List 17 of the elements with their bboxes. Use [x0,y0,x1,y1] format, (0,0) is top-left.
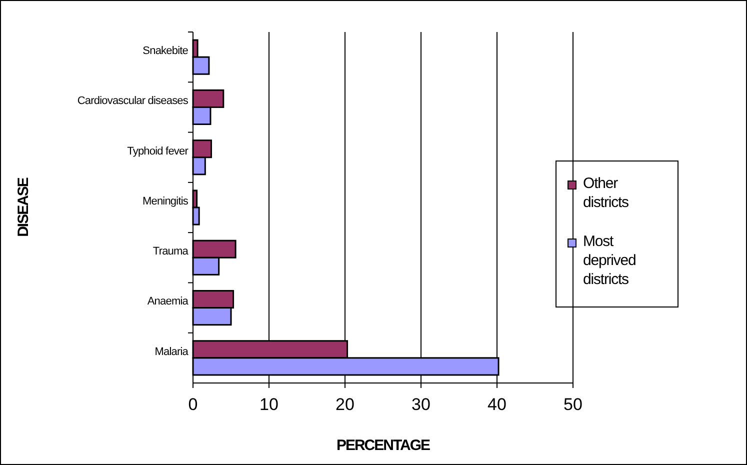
x-tick-label: 50 [564,395,582,414]
y-tick-label: Malaria [154,346,190,358]
x-tick-label: 20 [336,395,354,414]
y-tick-label: Snakebite [142,44,188,57]
y-tick-label: Meningitis [142,195,189,208]
legend-label: Other districts [583,175,629,211]
x-axis-title: PERCENTAGE [336,437,431,454]
y-axis-title: DISEASE [15,177,32,237]
x-tick-label: 10 [260,395,278,414]
legend-label: Most deprived districts [583,233,636,288]
y-tick-label: Typhoid fever [127,145,189,158]
y-tick-label: Trauma [152,246,190,258]
x-tick-label: 0 [188,395,198,414]
y-tick-label: Cardiovascular diseases [77,95,189,108]
y-tick-label: Anaemia [147,296,190,308]
x-tick-label: 30 [412,395,430,414]
x-tick-label: 40 [488,395,506,414]
